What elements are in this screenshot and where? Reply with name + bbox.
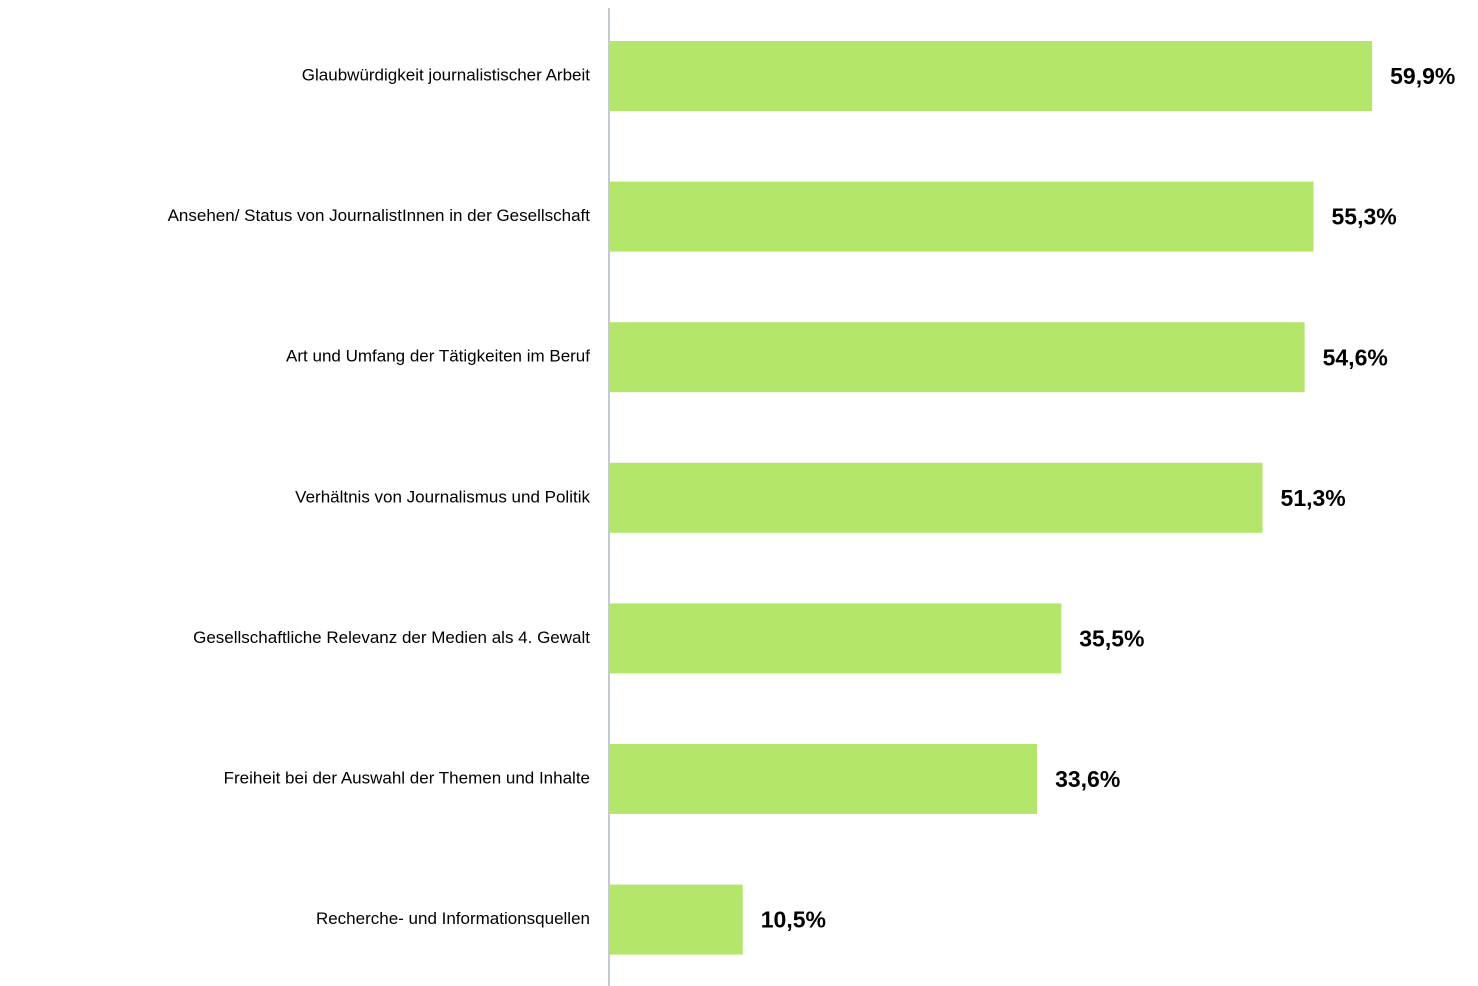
bar xyxy=(609,884,743,955)
category-label: Glaubwürdigkeit journalistischer Arbeit xyxy=(302,65,590,84)
value-label: 59,9% xyxy=(1390,63,1455,89)
category-label: Ansehen/ Status von JournalistInnen in d… xyxy=(168,206,591,225)
category-label: Verhältnis von Journalismus und Politik xyxy=(295,487,590,506)
value-label: 10,5% xyxy=(761,907,826,933)
value-label: 54,6% xyxy=(1323,344,1388,370)
bar xyxy=(609,603,1062,674)
bar xyxy=(609,41,1373,111)
bar xyxy=(609,181,1314,252)
bar xyxy=(609,322,1305,393)
value-label: 35,5% xyxy=(1079,625,1144,651)
category-label: Freiheit bei der Auswahl der Themen und … xyxy=(224,768,590,787)
value-label: 33,6% xyxy=(1055,766,1120,792)
bar xyxy=(609,744,1038,814)
category-label: Recherche- und Informationsquellen xyxy=(316,909,590,928)
value-label: 55,3% xyxy=(1332,204,1397,230)
bar xyxy=(609,462,1263,533)
category-label: Gesellschaftliche Relevanz der Medien al… xyxy=(193,628,590,647)
value-label: 51,3% xyxy=(1281,485,1346,511)
category-label: Art und Umfang der Tätigkeiten im Beruf xyxy=(286,347,590,366)
